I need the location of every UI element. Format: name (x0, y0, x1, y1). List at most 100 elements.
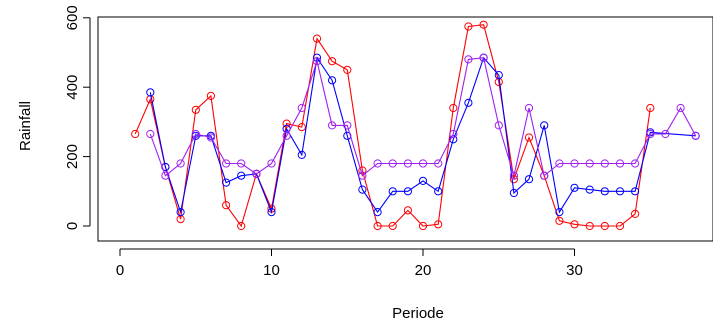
data-point (585, 185, 594, 194)
data-point (161, 171, 170, 180)
data-point (328, 57, 337, 66)
data-point (222, 159, 231, 168)
data-point (631, 159, 640, 168)
data-point (464, 55, 473, 64)
data-point (131, 129, 140, 139)
data-point (418, 159, 428, 168)
data-point (312, 34, 322, 43)
data-point (388, 159, 397, 168)
data-point (252, 169, 261, 178)
data-point (418, 221, 428, 231)
data-point (358, 171, 367, 180)
data-point (524, 103, 534, 113)
data-point (676, 103, 685, 113)
data-point (222, 201, 231, 210)
data-point (449, 135, 458, 144)
series-2 (146, 53, 700, 217)
data-point (585, 221, 594, 231)
data-point (206, 133, 215, 142)
data-point (631, 187, 640, 196)
data-point (388, 221, 397, 231)
data-point (191, 105, 200, 114)
data-point (403, 206, 412, 215)
data-point (646, 129, 655, 139)
data-point (540, 171, 549, 180)
data-point (585, 159, 594, 168)
x-tick-label: 0 (116, 262, 124, 279)
y-tick-label: 200 (64, 144, 81, 169)
y-tick-label: 600 (64, 5, 81, 30)
data-point (570, 183, 579, 192)
data-point (434, 187, 443, 196)
data-point (176, 159, 185, 168)
series-line (149, 56, 696, 215)
data-point (191, 129, 200, 139)
data-point (176, 208, 185, 217)
data-point (403, 187, 412, 196)
data-point (494, 121, 503, 130)
data-point (343, 121, 352, 130)
data-point (282, 131, 291, 140)
series-3 (146, 53, 700, 180)
data-point (237, 221, 246, 231)
x-tick-label: 20 (415, 262, 432, 279)
data-point (282, 119, 291, 128)
data-point (509, 188, 519, 198)
data-point (600, 159, 609, 168)
y-axis-title: Rainfall (17, 101, 34, 151)
data-point (449, 103, 458, 113)
data-point (555, 216, 564, 225)
data-point (494, 71, 503, 80)
data-point (418, 176, 428, 185)
y-tick-label: 400 (64, 75, 81, 100)
data-point (343, 65, 352, 75)
data-point (297, 150, 306, 159)
data-point (570, 159, 579, 168)
data-point (691, 131, 700, 140)
plot-area-box (97, 16, 713, 242)
data-point (449, 129, 458, 139)
data-point (600, 221, 609, 231)
data-point (388, 187, 397, 196)
data-point (479, 53, 488, 62)
data-point (555, 159, 564, 168)
data-point (328, 76, 337, 85)
data-point (237, 159, 246, 168)
data-point (631, 209, 640, 218)
data-point (570, 220, 579, 229)
data-point (373, 221, 382, 231)
data-point (615, 221, 625, 231)
x-tick-label: 30 (566, 262, 583, 279)
data-point (646, 103, 655, 113)
data-point (479, 20, 488, 29)
data-point (146, 129, 155, 139)
x-axis-title: Periode (392, 305, 444, 322)
data-point (464, 98, 473, 107)
series-line (134, 24, 651, 228)
y-axis: 0 200 400 600 (64, 5, 91, 230)
data-point (206, 91, 215, 101)
data-point (615, 187, 625, 196)
data-point (328, 121, 337, 130)
data-point (358, 185, 367, 194)
data-point (267, 208, 276, 217)
data-point (600, 187, 609, 196)
data-point (524, 175, 534, 184)
data-point (524, 133, 534, 142)
data-point (237, 171, 246, 180)
data-point (661, 129, 670, 139)
data-point (297, 103, 306, 113)
data-point (267, 159, 276, 168)
data-point (222, 178, 231, 187)
data-point (509, 171, 519, 180)
data-point (297, 123, 306, 132)
data-point (464, 22, 473, 31)
series-line (149, 57, 697, 178)
x-tick-label: 10 (263, 262, 280, 279)
series-1 (131, 20, 655, 231)
data-point (434, 159, 443, 168)
x-axis: 0 10 20 30 (116, 248, 583, 279)
y-tick-label: 0 (64, 222, 81, 230)
data-point (555, 208, 564, 217)
